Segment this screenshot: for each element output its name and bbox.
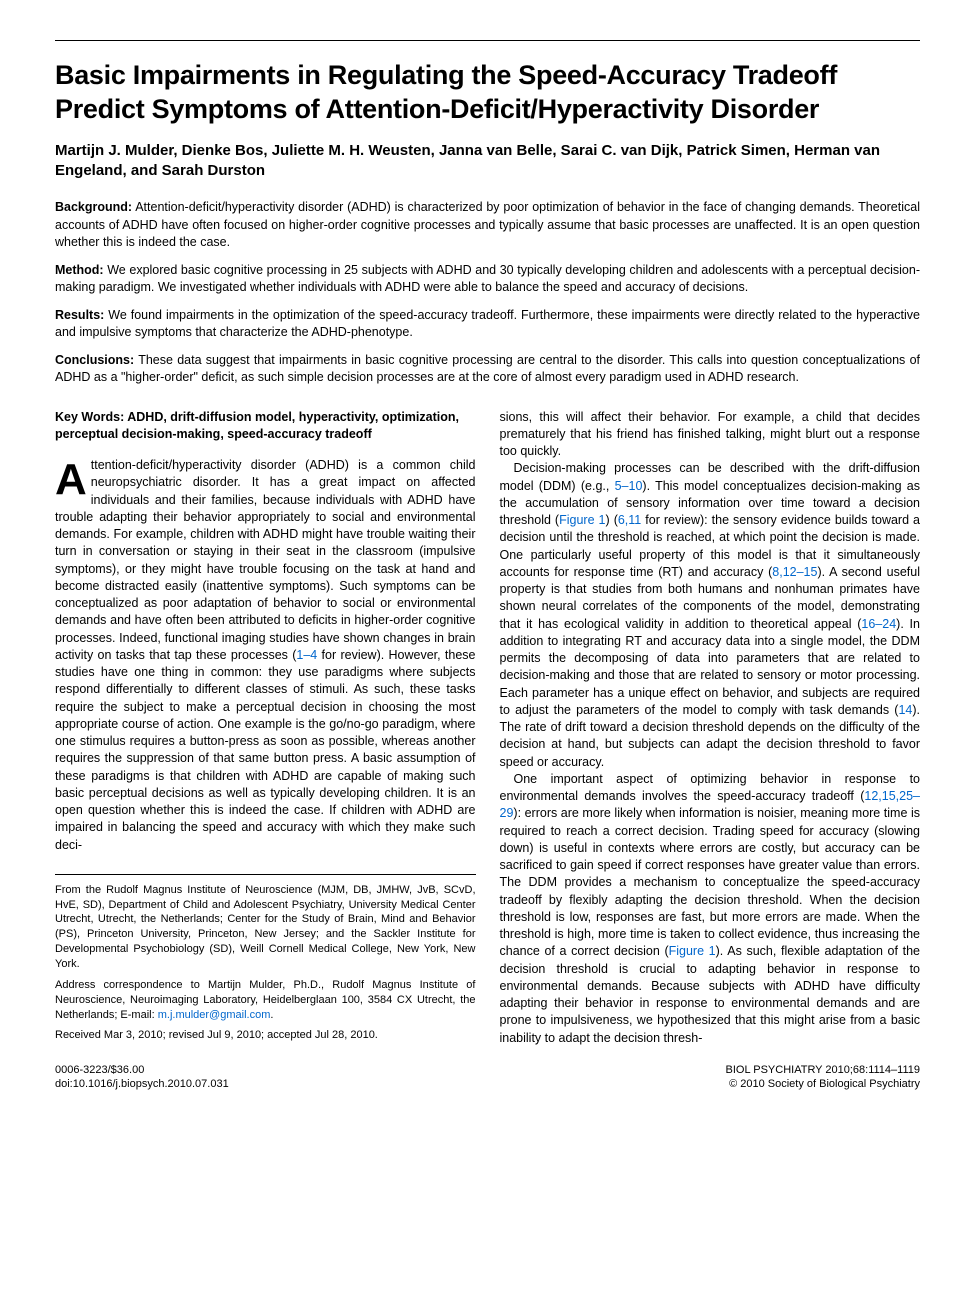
abstract-conclusions: Conclusions: These data suggest that imp… (55, 352, 920, 387)
results-text: We found impairments in the optimization… (55, 308, 920, 340)
reference-link[interactable]: 16–24 (861, 617, 896, 631)
reference-link[interactable]: 6,11 (618, 513, 641, 527)
background-label: Background: (55, 200, 132, 214)
keywords-line: Key Words: ADHD, drift-diffusion model, … (55, 409, 476, 444)
col2-paragraph-3: One important aspect of optimizing behav… (500, 771, 921, 1047)
background-text: Attention-deficit/hyperactivity disorder… (55, 200, 920, 249)
address-text-b: . (270, 1009, 273, 1021)
abstract-background: Background: Attention-deficit/hyperactiv… (55, 199, 920, 252)
method-text: We explored basic cognitive processing i… (55, 263, 920, 295)
col2-p2-c: ) ( (606, 513, 618, 527)
two-column-body: Key Words: ADHD, drift-diffusion model, … (55, 409, 920, 1050)
page-footer: 0006-3223/$36.00 doi:10.1016/j.biopsych.… (55, 1063, 920, 1092)
dropcap-letter: A (55, 457, 91, 498)
reference-link[interactable]: 5–10 (615, 479, 643, 493)
intro-p1-text-a: ttention-deficit/hyperactivity disorder … (55, 458, 476, 662)
correspondence-email[interactable]: m.j.mulder@gmail.com (158, 1009, 271, 1021)
col2-p3-a: One important aspect of optimizing behav… (500, 772, 921, 803)
figure-link[interactable]: Figure 1 (559, 513, 605, 527)
footer-issn-price: 0006-3223/$36.00 (55, 1063, 229, 1077)
method-label: Method: (55, 263, 104, 277)
footer-citation: BIOL PSYCHIATRY 2010;68:1114–1119 (726, 1063, 920, 1077)
top-horizontal-rule (55, 40, 920, 41)
left-column: Key Words: ADHD, drift-diffusion model, … (55, 409, 476, 1050)
affiliation-address: Address correspondence to Martijn Mulder… (55, 978, 476, 1023)
author-list: Martijn J. Mulder, Dienke Bos, Juliette … (55, 141, 920, 182)
reference-link[interactable]: 14 (898, 703, 912, 717)
col2-p3-c: ). As such, flexible adaptation of the d… (500, 944, 921, 1044)
results-label: Results: (55, 308, 104, 322)
article-title: Basic Impairments in Regulating the Spee… (55, 59, 920, 127)
col2-p3-b: ): errors are more likely when informati… (500, 806, 921, 958)
right-column: sions, this will affect their behavior. … (500, 409, 921, 1050)
reference-link[interactable]: 8,12–15 (772, 565, 817, 579)
abstract-results: Results: We found impairments in the opt… (55, 307, 920, 342)
affiliation-rule (55, 874, 476, 875)
intro-paragraph-1: Attention-deficit/hyperactivity disorder… (55, 457, 476, 854)
conclusions-label: Conclusions: (55, 353, 134, 367)
footer-left: 0006-3223/$36.00 doi:10.1016/j.biopsych.… (55, 1063, 229, 1092)
intro-p1-text-b: for review). However, these studies have… (55, 648, 476, 852)
abstract-block: Background: Attention-deficit/hyperactiv… (55, 199, 920, 387)
footer-right: BIOL PSYCHIATRY 2010;68:1114–1119 © 2010… (726, 1063, 920, 1092)
footer-copyright: © 2010 Society of Biological Psychiatry (726, 1077, 920, 1091)
received-dates: Received Mar 3, 2010; revised Jul 9, 201… (55, 1028, 476, 1043)
col2-paragraph-1: sions, this will affect their behavior. … (500, 409, 921, 461)
col2-p2-f: ). In addition to integrating RT and acc… (500, 617, 921, 717)
conclusions-text: These data suggest that impairments in b… (55, 353, 920, 385)
abstract-method: Method: We explored basic cognitive proc… (55, 262, 920, 297)
footer-doi: doi:10.1016/j.biopsych.2010.07.031 (55, 1077, 229, 1091)
reference-link[interactable]: 1–4 (296, 648, 317, 662)
affiliation-from: From the Rudolf Magnus Institute of Neur… (55, 883, 476, 972)
col2-paragraph-2: Decision-making processes can be describ… (500, 460, 921, 771)
figure-link[interactable]: Figure 1 (669, 944, 716, 958)
